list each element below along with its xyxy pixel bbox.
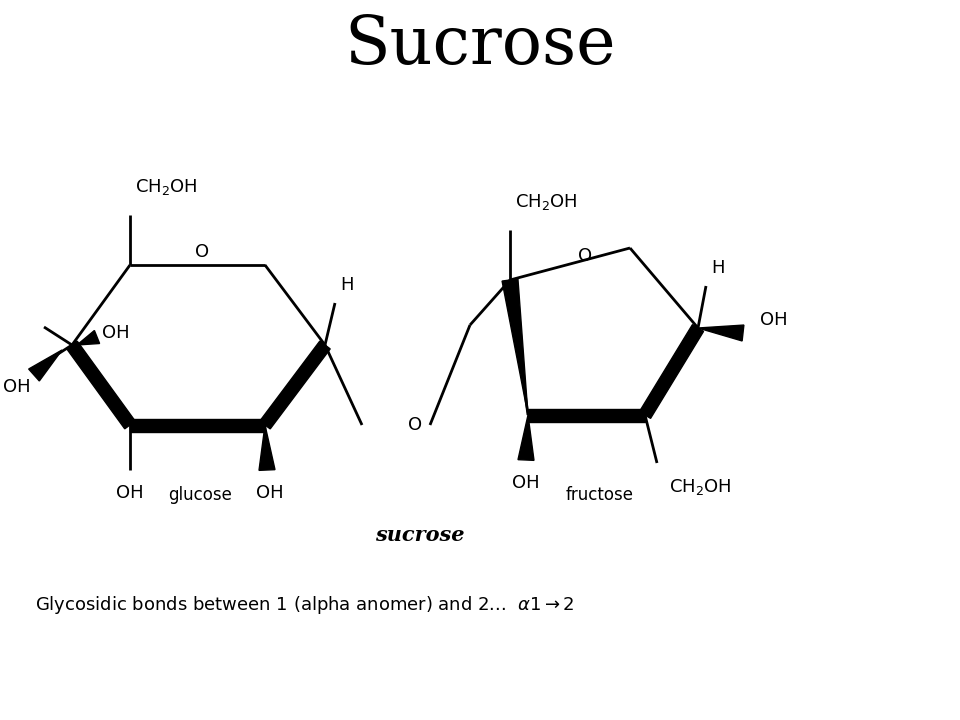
Polygon shape xyxy=(77,330,100,345)
Polygon shape xyxy=(698,325,744,341)
Text: H: H xyxy=(340,276,353,294)
Polygon shape xyxy=(259,425,275,470)
Text: O: O xyxy=(578,247,592,265)
Polygon shape xyxy=(29,350,62,381)
Polygon shape xyxy=(260,341,330,429)
Text: fructose: fructose xyxy=(566,486,634,504)
Text: OH: OH xyxy=(513,474,540,492)
Polygon shape xyxy=(502,279,528,415)
Text: OH: OH xyxy=(256,484,284,502)
Polygon shape xyxy=(518,415,534,460)
Text: O: O xyxy=(196,243,209,261)
Text: OH: OH xyxy=(102,324,130,342)
Text: CH$_2$OH: CH$_2$OH xyxy=(515,192,578,212)
Polygon shape xyxy=(67,341,135,429)
Text: CH$_2$OH: CH$_2$OH xyxy=(669,477,732,497)
Text: sucrose: sucrose xyxy=(375,525,465,545)
Text: glucose: glucose xyxy=(168,486,232,504)
Text: H: H xyxy=(711,259,725,277)
Text: CH$_2$OH: CH$_2$OH xyxy=(135,177,198,197)
Polygon shape xyxy=(639,325,704,418)
Polygon shape xyxy=(528,408,645,421)
Polygon shape xyxy=(130,418,265,431)
Text: O: O xyxy=(408,416,422,434)
Text: OH: OH xyxy=(116,484,144,502)
Text: Glycosidic bonds between 1 (alpha anomer) and 2...  $\alpha$1$\rightarrow$2: Glycosidic bonds between 1 (alpha anomer… xyxy=(35,594,575,616)
Text: OH: OH xyxy=(760,311,787,329)
Text: OH: OH xyxy=(3,378,31,396)
Text: Sucrose: Sucrose xyxy=(345,12,615,78)
